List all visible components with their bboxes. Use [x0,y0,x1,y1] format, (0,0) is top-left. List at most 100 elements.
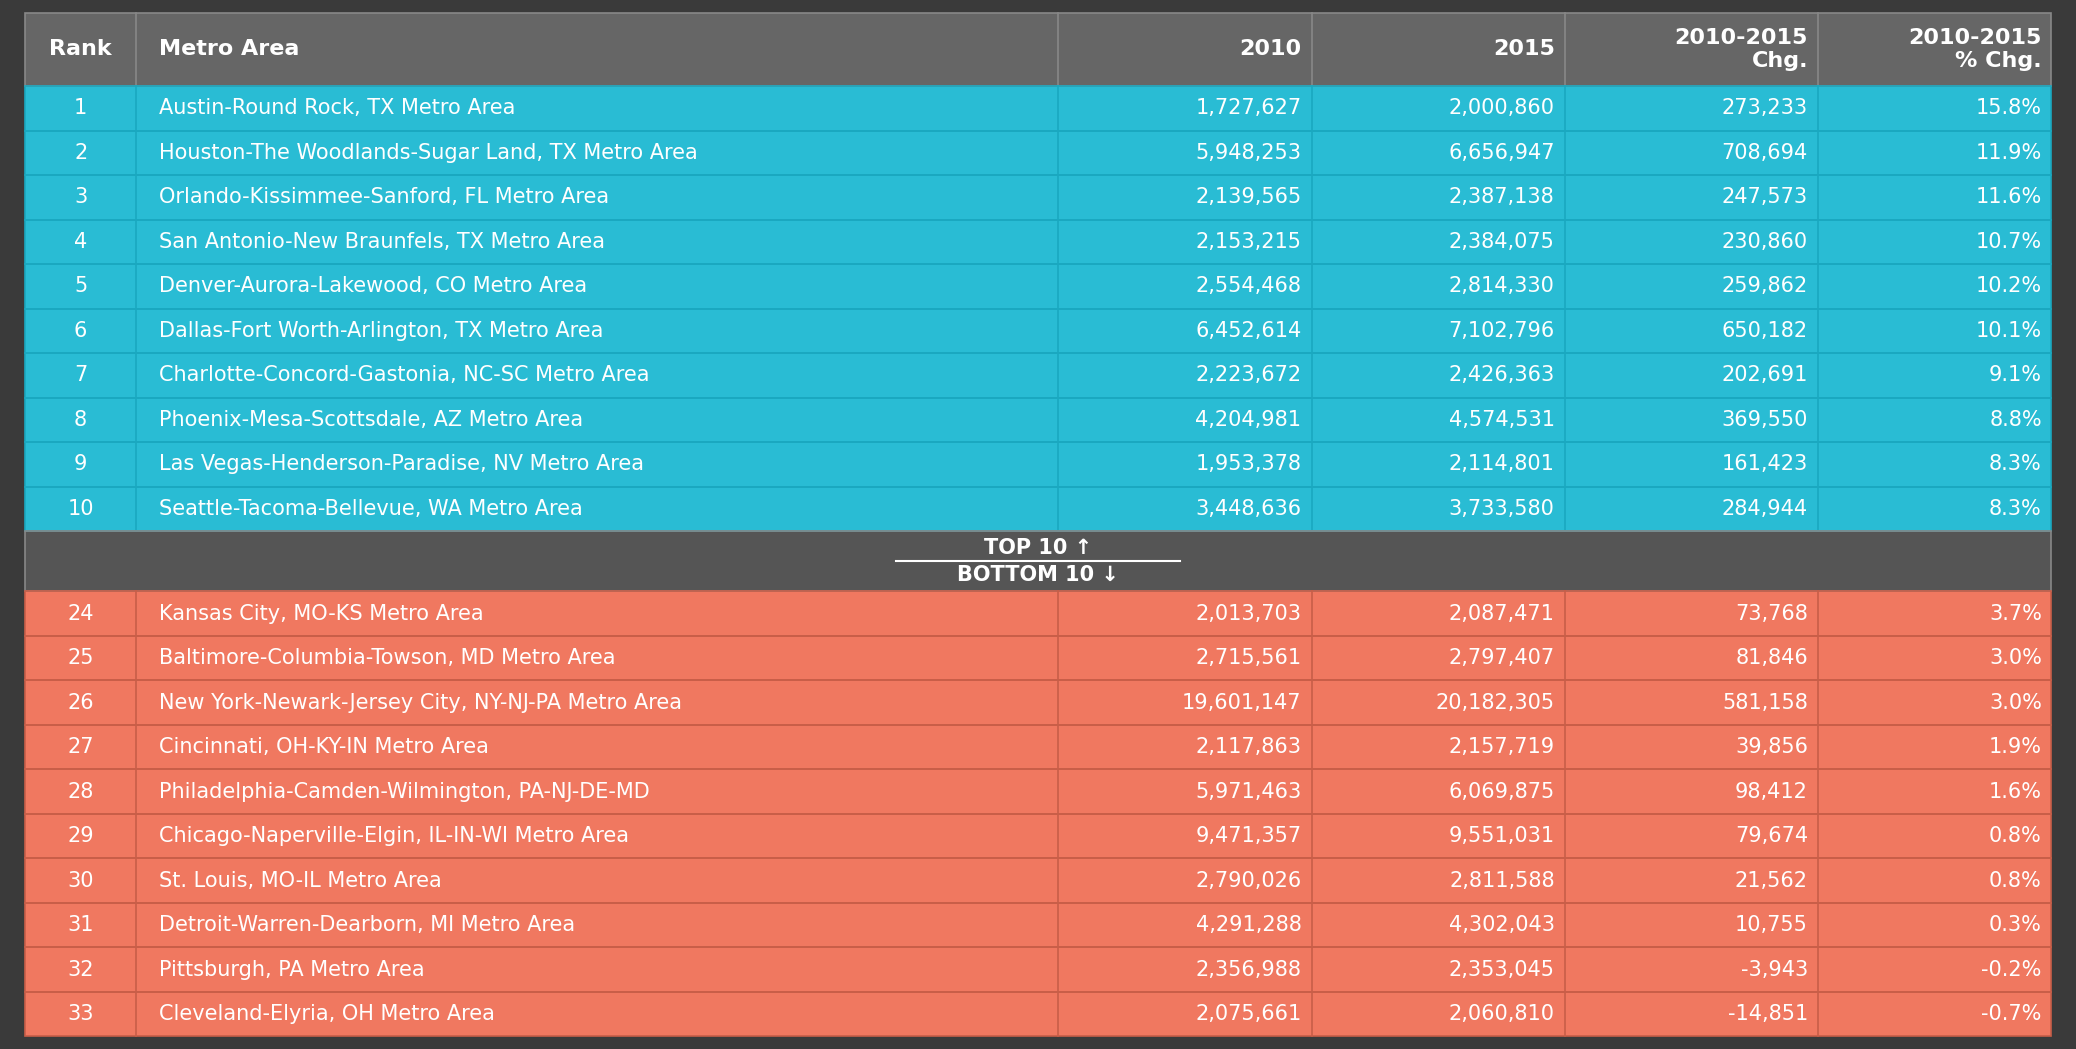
Bar [25,636,2051,681]
Bar [25,531,2051,592]
Text: Chicago-Naperville-Elgin, IL-IN-WI Metro Area: Chicago-Naperville-Elgin, IL-IN-WI Metro… [160,827,629,847]
Text: Orlando-Kissimmee-Sanford, FL Metro Area: Orlando-Kissimmee-Sanford, FL Metro Area [160,188,610,208]
Bar [25,903,2051,947]
Text: 6: 6 [75,321,87,341]
Text: 6,069,875: 6,069,875 [1449,782,1555,801]
Text: 202,691: 202,691 [1721,365,1808,385]
Text: Pittsburgh, PA Metro Area: Pittsburgh, PA Metro Area [160,960,426,980]
Bar [25,636,2051,681]
Text: 2,139,565: 2,139,565 [1196,188,1302,208]
Text: 2,814,330: 2,814,330 [1449,276,1555,297]
Bar [25,86,2051,130]
Text: 1.9%: 1.9% [1989,737,2043,757]
Text: 2,426,363: 2,426,363 [1449,365,1555,385]
Bar [25,398,2051,442]
Text: 25: 25 [66,648,93,668]
Text: 2,087,471: 2,087,471 [1449,603,1555,623]
Text: 2015: 2015 [1493,39,1555,60]
Text: 10: 10 [66,499,93,519]
Bar [25,814,2051,858]
Bar [25,13,2051,86]
Text: 9: 9 [75,454,87,474]
Text: 2,060,810: 2,060,810 [1449,1004,1555,1024]
Text: 273,233: 273,233 [1721,99,1808,119]
Text: 1,953,378: 1,953,378 [1196,454,1302,474]
Text: 2,353,045: 2,353,045 [1449,960,1555,980]
Text: 32: 32 [66,960,93,980]
Text: 1: 1 [75,99,87,119]
Text: 10.7%: 10.7% [1976,232,2043,252]
Text: 2,811,588: 2,811,588 [1449,871,1555,891]
Text: 581,158: 581,158 [1723,692,1808,712]
Text: 708,694: 708,694 [1721,143,1808,163]
Text: 2,715,561: 2,715,561 [1196,648,1302,668]
Text: 4: 4 [75,232,87,252]
Text: Phoenix-Mesa-Scottsdale, AZ Metro Area: Phoenix-Mesa-Scottsdale, AZ Metro Area [160,410,583,430]
Text: -3,943: -3,943 [1740,960,1808,980]
Bar [25,992,2051,1036]
Text: 7,102,796: 7,102,796 [1449,321,1555,341]
Text: 2,075,661: 2,075,661 [1196,1004,1302,1024]
Bar [25,903,2051,947]
Text: 2,114,801: 2,114,801 [1449,454,1555,474]
Text: 2: 2 [75,143,87,163]
Bar [25,398,2051,442]
Text: 8: 8 [75,410,87,430]
Bar [25,681,2051,725]
Text: 230,860: 230,860 [1721,232,1808,252]
Text: 98,412: 98,412 [1736,782,1808,801]
Bar [25,264,2051,308]
Text: New York-Newark-Jersey City, NY-NJ-PA Metro Area: New York-Newark-Jersey City, NY-NJ-PA Me… [160,692,683,712]
Text: Cleveland-Elyria, OH Metro Area: Cleveland-Elyria, OH Metro Area [160,1004,496,1024]
Text: -0.7%: -0.7% [1981,1004,2043,1024]
Text: 8.8%: 8.8% [1989,410,2043,430]
Text: Kansas City, MO-KS Metro Area: Kansas City, MO-KS Metro Area [160,603,484,623]
Text: 259,862: 259,862 [1721,276,1808,297]
Text: 2,117,863: 2,117,863 [1196,737,1302,757]
Text: 29: 29 [66,827,93,847]
Text: 2,554,468: 2,554,468 [1196,276,1302,297]
Text: Philadelphia-Camden-Wilmington, PA-NJ-DE-MD: Philadelphia-Camden-Wilmington, PA-NJ-DE… [160,782,650,801]
Text: 26: 26 [66,692,93,712]
Text: Baltimore-Columbia-Towson, MD Metro Area: Baltimore-Columbia-Towson, MD Metro Area [160,648,617,668]
Text: 4,204,981: 4,204,981 [1196,410,1302,430]
Bar [25,947,2051,992]
Text: 3: 3 [75,188,87,208]
Text: 19,601,147: 19,601,147 [1181,692,1302,712]
Text: 11.9%: 11.9% [1976,143,2043,163]
Bar [25,13,2051,86]
Text: 79,674: 79,674 [1736,827,1808,847]
Text: 2,797,407: 2,797,407 [1449,648,1555,668]
Text: 2,000,860: 2,000,860 [1449,99,1555,119]
Text: Denver-Aurora-Lakewood, CO Metro Area: Denver-Aurora-Lakewood, CO Metro Area [160,276,588,297]
Bar [25,814,2051,858]
Text: Charlotte-Concord-Gastonia, NC-SC Metro Area: Charlotte-Concord-Gastonia, NC-SC Metro … [160,365,650,385]
Text: 6,452,614: 6,452,614 [1196,321,1302,341]
Bar [25,592,2051,636]
Text: 0.3%: 0.3% [1989,915,2043,935]
Text: 2,387,138: 2,387,138 [1449,188,1555,208]
Bar [25,487,2051,531]
Text: 9,551,031: 9,551,031 [1449,827,1555,847]
Text: 7: 7 [75,365,87,385]
Text: 11.6%: 11.6% [1976,188,2043,208]
Text: 8.3%: 8.3% [1989,454,2043,474]
Bar [25,858,2051,903]
Bar [25,175,2051,219]
Bar [25,947,2051,992]
Text: 5,948,253: 5,948,253 [1196,143,1302,163]
Bar [25,219,2051,264]
Text: 33: 33 [66,1004,93,1024]
Bar [25,264,2051,308]
Text: Cincinnati, OH-KY-IN Metro Area: Cincinnati, OH-KY-IN Metro Area [160,737,490,757]
Text: 2,223,672: 2,223,672 [1196,365,1302,385]
Bar [25,86,2051,130]
Text: 21,562: 21,562 [1736,871,1808,891]
Text: Houston-The Woodlands-Sugar Land, TX Metro Area: Houston-The Woodlands-Sugar Land, TX Met… [160,143,698,163]
Text: 1,727,627: 1,727,627 [1196,99,1302,119]
Text: Seattle-Tacoma-Bellevue, WA Metro Area: Seattle-Tacoma-Bellevue, WA Metro Area [160,499,583,519]
Bar [25,858,2051,903]
Bar [25,175,2051,219]
Text: 10.1%: 10.1% [1976,321,2043,341]
Text: 0.8%: 0.8% [1989,827,2043,847]
